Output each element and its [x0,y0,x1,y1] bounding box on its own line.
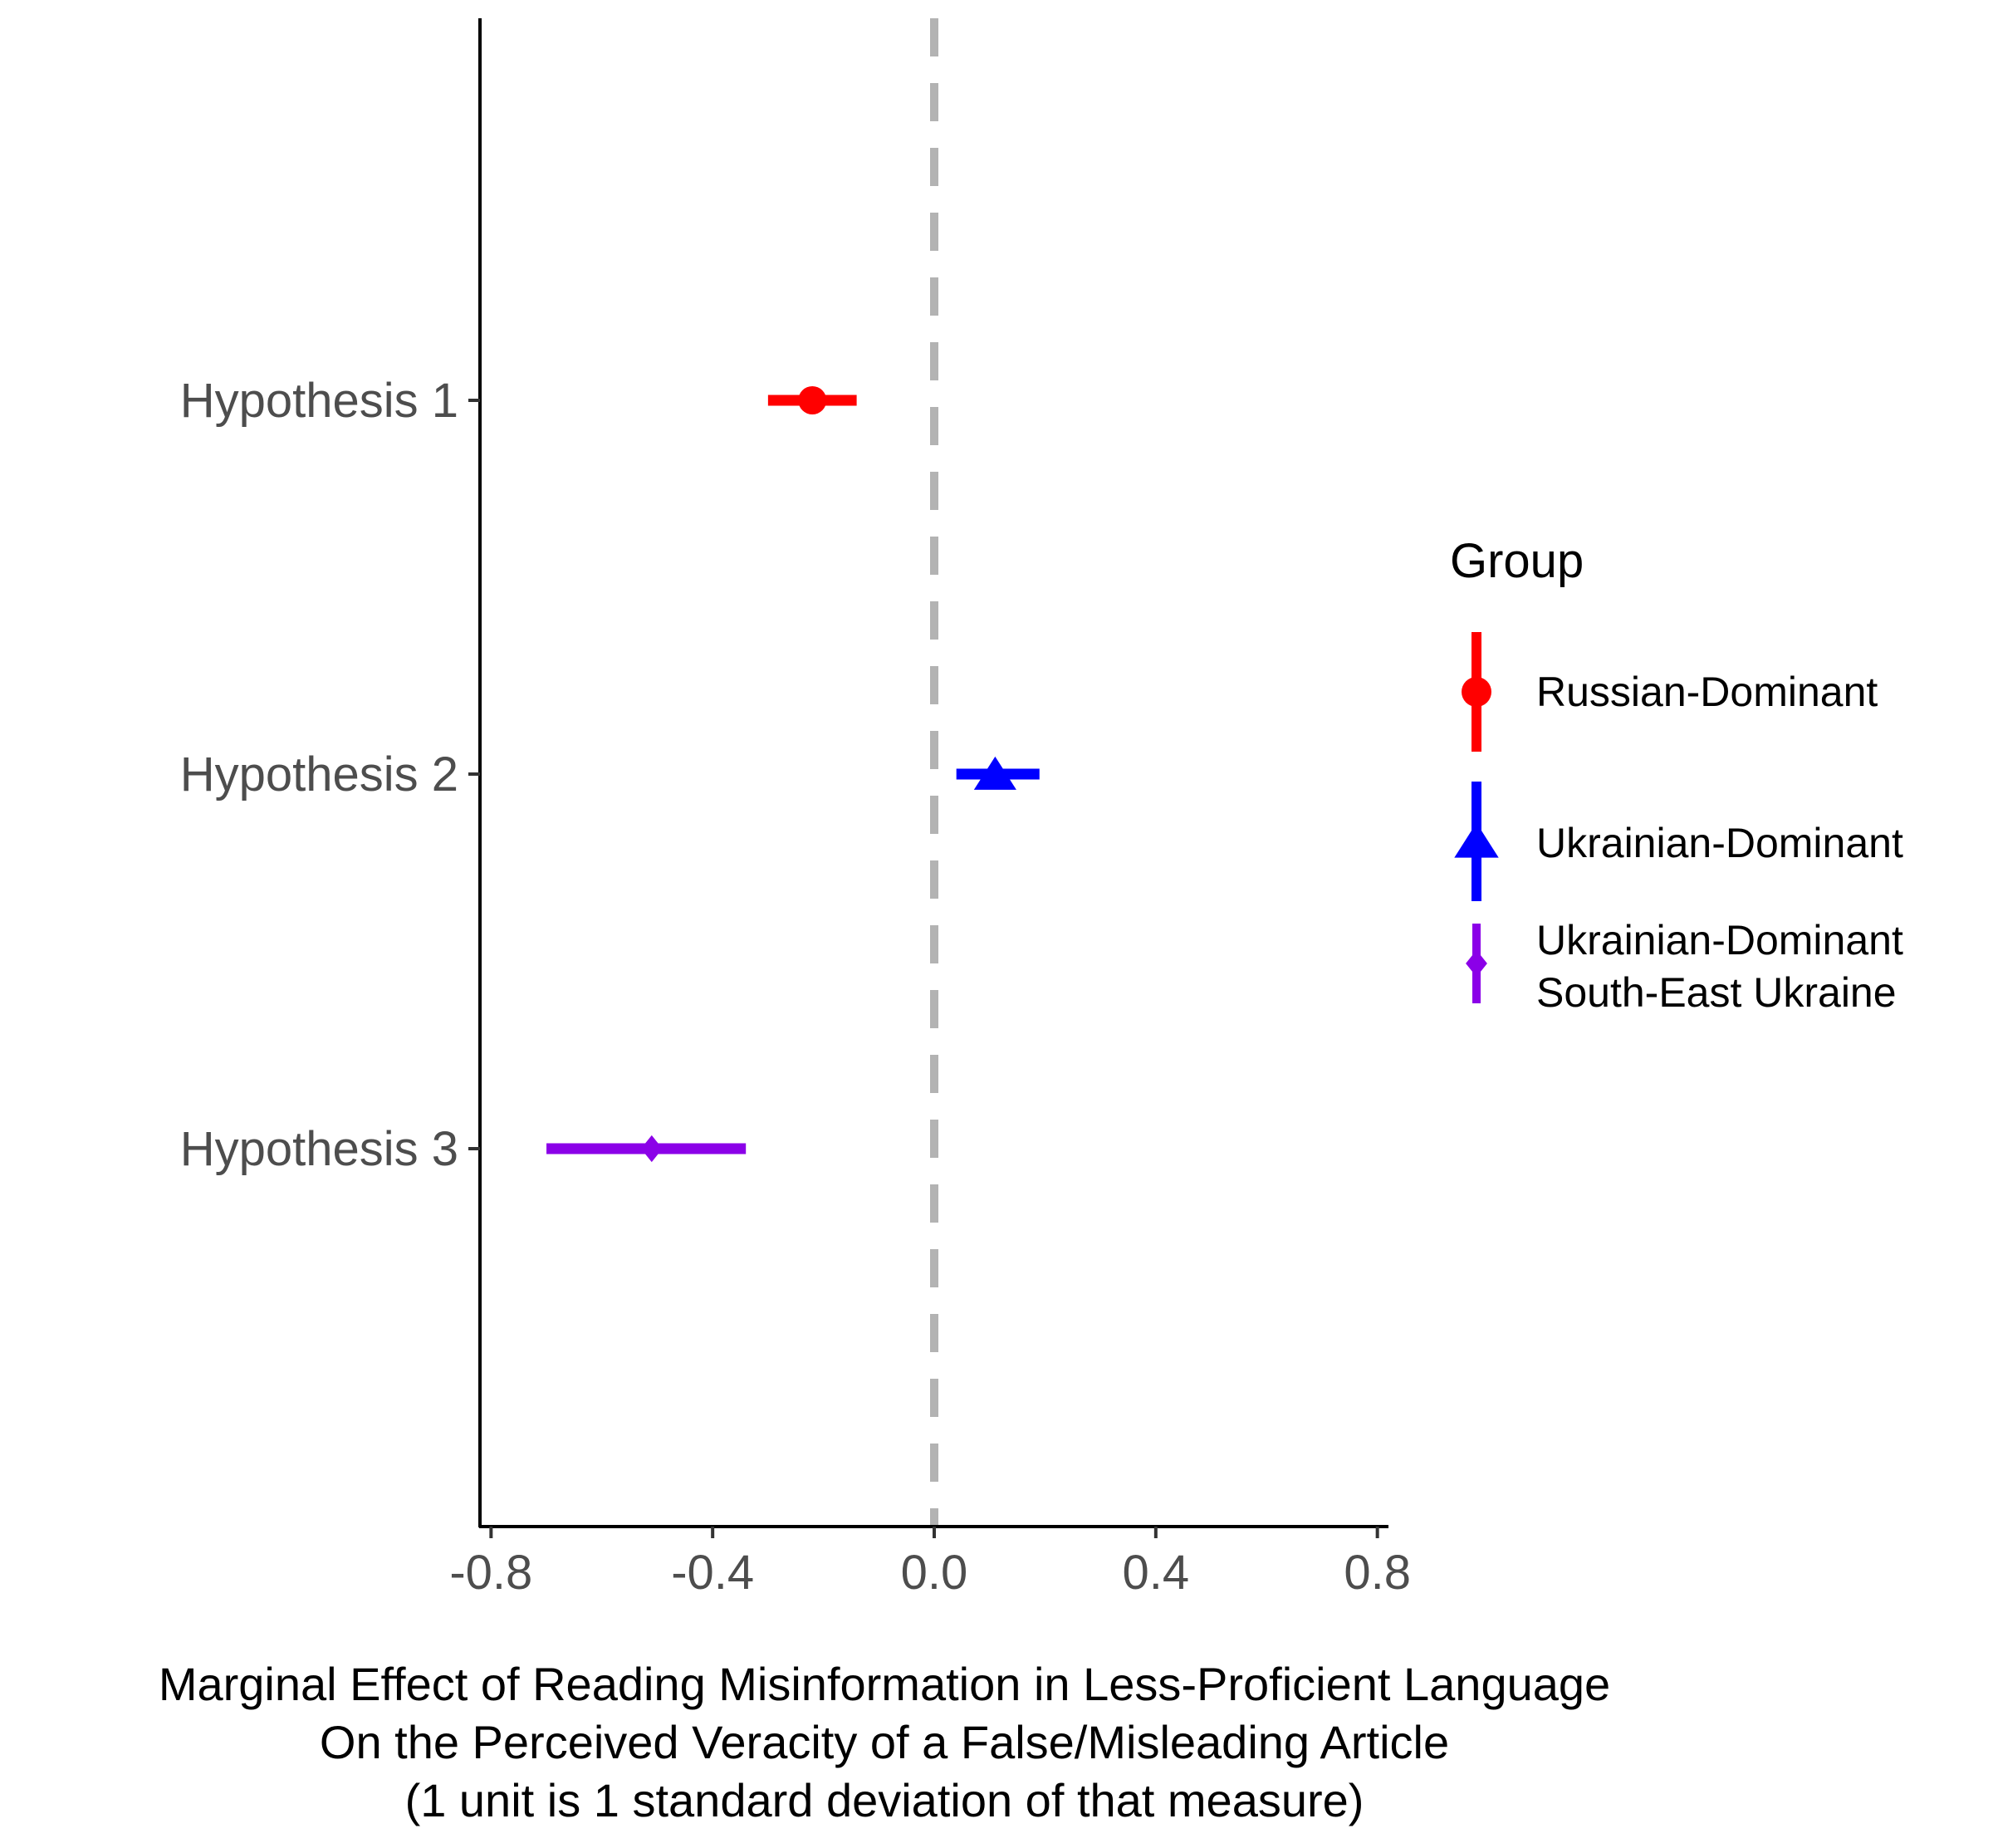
x-axis-label-line-2: On the Perceived Veracity of a False/Mis… [319,1716,1450,1768]
x-tick-label: 0.8 [1344,1546,1411,1600]
x-tick-label: -0.8 [449,1546,532,1600]
legend-label-ukrainian-dominant: Ukrainian-Dominant [1536,820,1903,866]
y-tick-label: Hypothesis 2 [180,748,458,801]
point-diamond [640,1135,663,1163]
legend-label-ukrainian-dominant-se-line-2: South-East Ukraine [1536,969,1897,1016]
x-tick-label: 0.0 [901,1546,968,1600]
legend-key-triangle [1454,822,1499,858]
y-tick-label: Hypothesis 3 [180,1122,458,1176]
legend-key-diamond [1466,949,1487,978]
x-tick-label: 0.4 [1123,1546,1190,1600]
x-axis-label-line-1: Marginal Effect of Reading Misinformatio… [158,1658,1611,1710]
legend-key-circle [1462,677,1491,707]
point-circle [798,386,827,414]
point-triangle [973,756,1016,790]
y-tick-label: Hypothesis 1 [180,374,458,428]
x-axis-label-line-3: (1 unit is 1 standard deviation of that … [404,1774,1364,1826]
legend-title: Group [1450,534,1584,588]
legend-label-russian-dominant: Russian-Dominant [1536,669,1878,715]
legend-label-ukrainian-dominant-se-line-1: Ukrainian-Dominant [1536,917,1903,963]
x-tick-label: -0.4 [671,1546,754,1600]
